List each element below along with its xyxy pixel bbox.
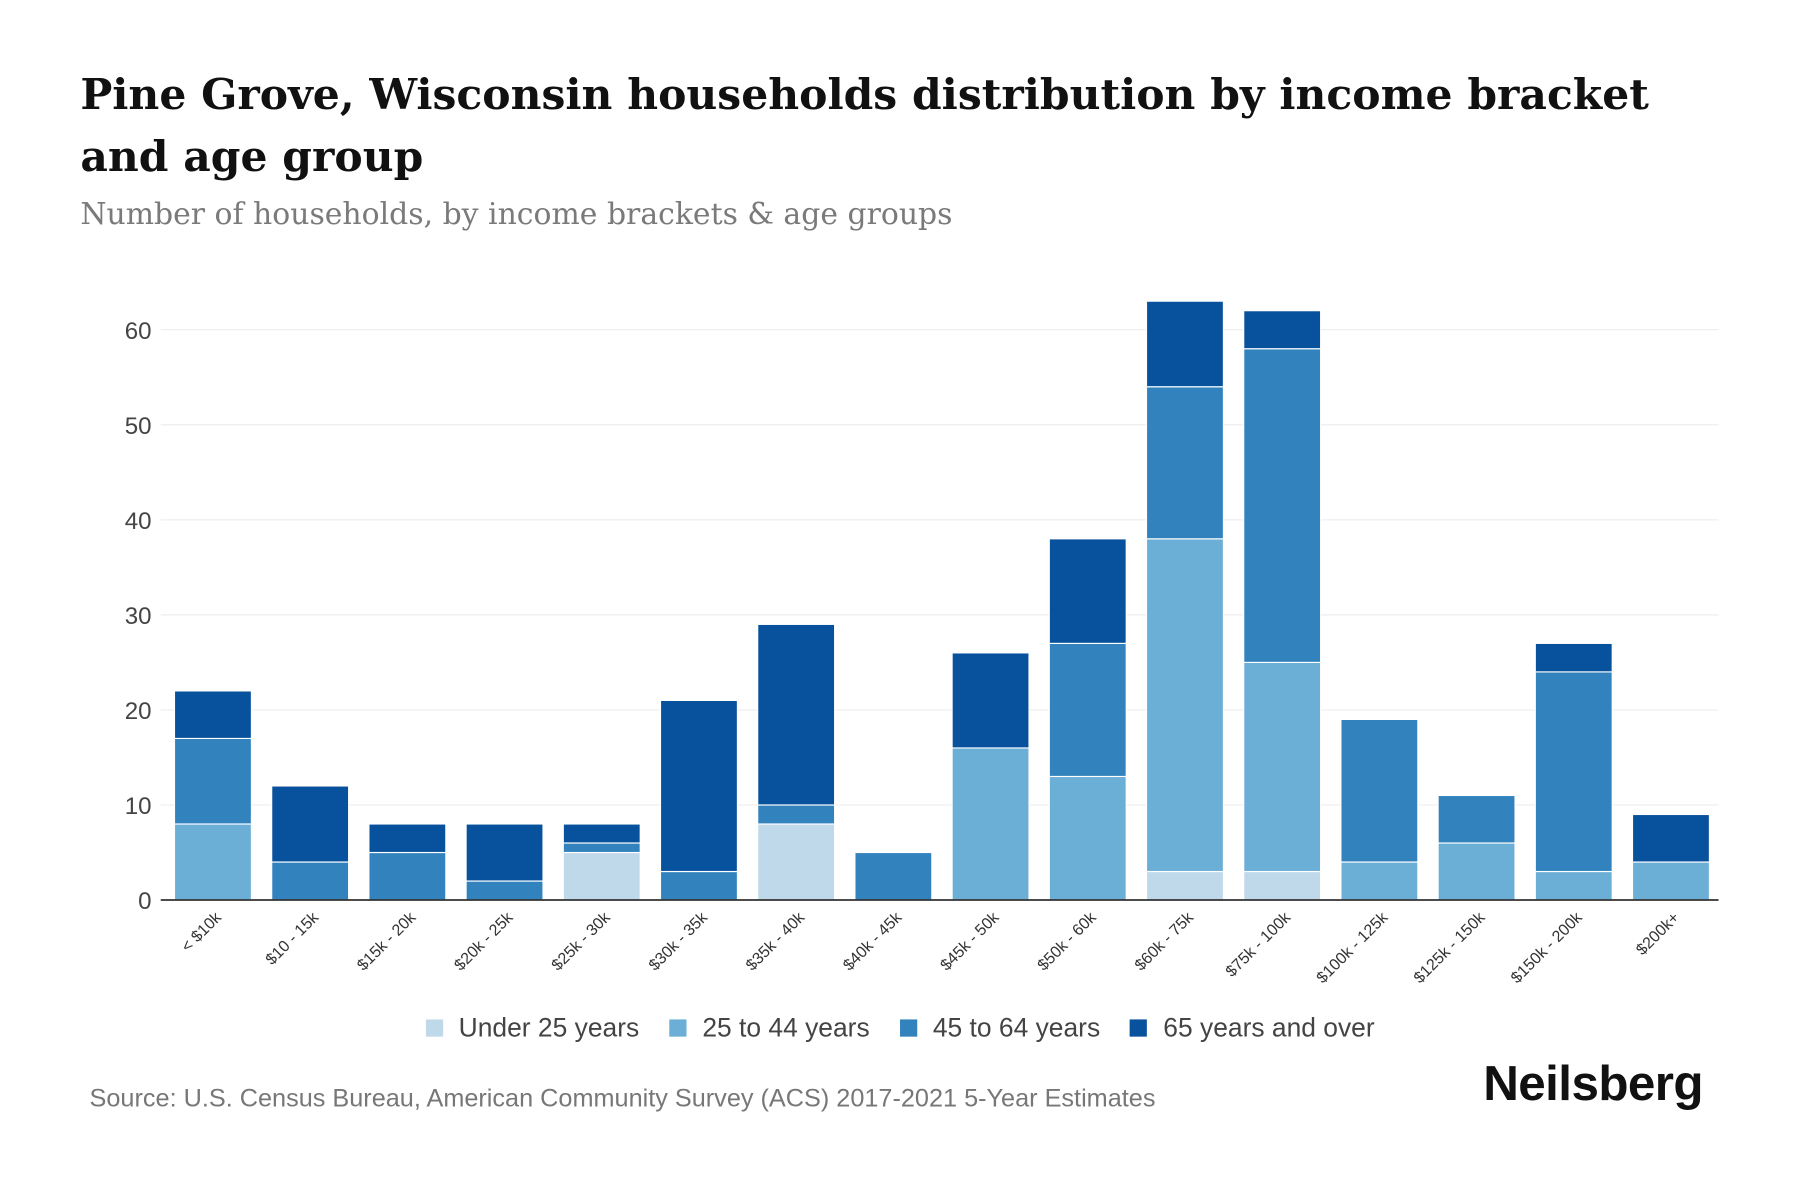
bar-segment	[1534, 642, 1613, 673]
x-tick-label: < $10k	[178, 908, 226, 956]
bar-segment	[1048, 642, 1127, 778]
x-tick-label: $50k - 60k	[1034, 908, 1100, 974]
legend-swatch	[425, 1019, 443, 1037]
bar-segment	[1243, 661, 1322, 873]
x-tick-label: $150k - 200k	[1507, 908, 1586, 987]
bar-segment	[271, 785, 350, 863]
x-tick-label: $45k - 50k	[937, 908, 1003, 974]
bar-segment	[854, 851, 933, 901]
legend-swatch	[1130, 1019, 1148, 1037]
legend-swatch	[669, 1019, 687, 1037]
bar-segment	[465, 823, 544, 882]
legend-swatch	[899, 1019, 917, 1037]
x-tick-label: $125k - 150k	[1410, 908, 1489, 987]
bar-segment	[1534, 870, 1613, 901]
bar-segment	[1340, 718, 1419, 863]
bar-segment	[951, 652, 1030, 749]
bar-segment	[1145, 870, 1224, 901]
bar-segment	[1631, 861, 1711, 901]
x-tick-label: $25k - 30k	[548, 908, 614, 974]
bar-segment	[271, 861, 350, 901]
bar-segment	[659, 699, 738, 873]
bar-segment	[368, 851, 447, 901]
bar-segment	[757, 623, 836, 806]
bar-segment	[562, 842, 641, 854]
brand-logo: Neilsberg	[1483, 1056, 1704, 1112]
source-note: Source: U.S. Census Bureau, American Com…	[89, 1083, 1156, 1113]
bar-segment	[1340, 861, 1419, 901]
x-tick-label: $15k - 20k	[354, 908, 420, 974]
bar-segment	[1145, 386, 1224, 540]
x-tick-label: $40k - 45k	[840, 908, 906, 974]
bar-segment	[562, 851, 641, 901]
x-tick-label: $35k - 40k	[742, 908, 808, 974]
x-tick-label: $60k - 75k	[1131, 908, 1197, 974]
legend-item: 45 to 64 years	[899, 1012, 1101, 1044]
legend-label: Under 25 years	[458, 1012, 640, 1043]
y-tick-label: 20	[125, 698, 152, 725]
x-tick-label: $10 - 15k	[262, 908, 323, 969]
bar-segment	[1437, 842, 1516, 901]
bar-segment	[173, 823, 252, 901]
x-tick-label: $75k - 100k	[1222, 908, 1295, 981]
bar-segment	[1437, 794, 1516, 844]
bar-segment	[1145, 300, 1224, 388]
legend-item: 25 to 44 years	[669, 1013, 870, 1044]
chart-subtitle: Number of households, by income brackets…	[80, 197, 953, 232]
stacked-bar-chart: 0 10 20 30 40 50 60 < $10k $10 - 15k $15k - 20k $2…	[125, 300, 1719, 987]
bar-segment	[173, 690, 252, 740]
bar-segment	[173, 737, 252, 825]
x-tick-label: $30k - 35k	[645, 908, 711, 974]
x-tick-label: $200k+	[1633, 909, 1683, 959]
bar-segment	[757, 823, 836, 901]
bar-segment	[1145, 538, 1224, 873]
bar-segment	[465, 880, 544, 901]
bar-segment	[1048, 775, 1127, 901]
y-tick-label: 40	[125, 508, 152, 535]
legend: Under 25 years 25 to 44 years 45 to 64 yea…	[0, 1013, 1800, 1044]
bar-segment	[1243, 870, 1322, 901]
y-tick-label: 30	[125, 603, 152, 630]
bar-segment	[368, 823, 447, 854]
bar-segment	[562, 823, 641, 844]
bar-segment	[1243, 348, 1322, 663]
bar-segment	[1534, 671, 1613, 873]
legend-label: 65 years and over	[1163, 1012, 1375, 1043]
legend-item: Under 25 years	[425, 1013, 639, 1044]
bar-segment	[1243, 310, 1322, 350]
chart-title: Pine Grove, Wisconsin households distrib…	[80, 68, 1649, 182]
y-tick-label: 0	[138, 888, 151, 915]
bar-segment	[1631, 813, 1711, 863]
x-tick-label: $20k - 25k	[451, 908, 517, 974]
legend-item: 65 years and over	[1130, 1013, 1375, 1044]
y-tick-label: 50	[125, 413, 152, 440]
bar-segment	[1048, 538, 1127, 644]
x-tick-label: $100k - 125k	[1313, 908, 1392, 987]
y-tick-label: 60	[125, 318, 152, 345]
y-tick-label: 10	[125, 793, 152, 820]
bar-segment	[659, 870, 738, 901]
legend-label: 45 to 64 years	[932, 1012, 1101, 1043]
legend-label: 25 to 44 years	[702, 1012, 870, 1043]
bar-segment	[951, 747, 1030, 901]
bar-segment	[757, 804, 836, 825]
